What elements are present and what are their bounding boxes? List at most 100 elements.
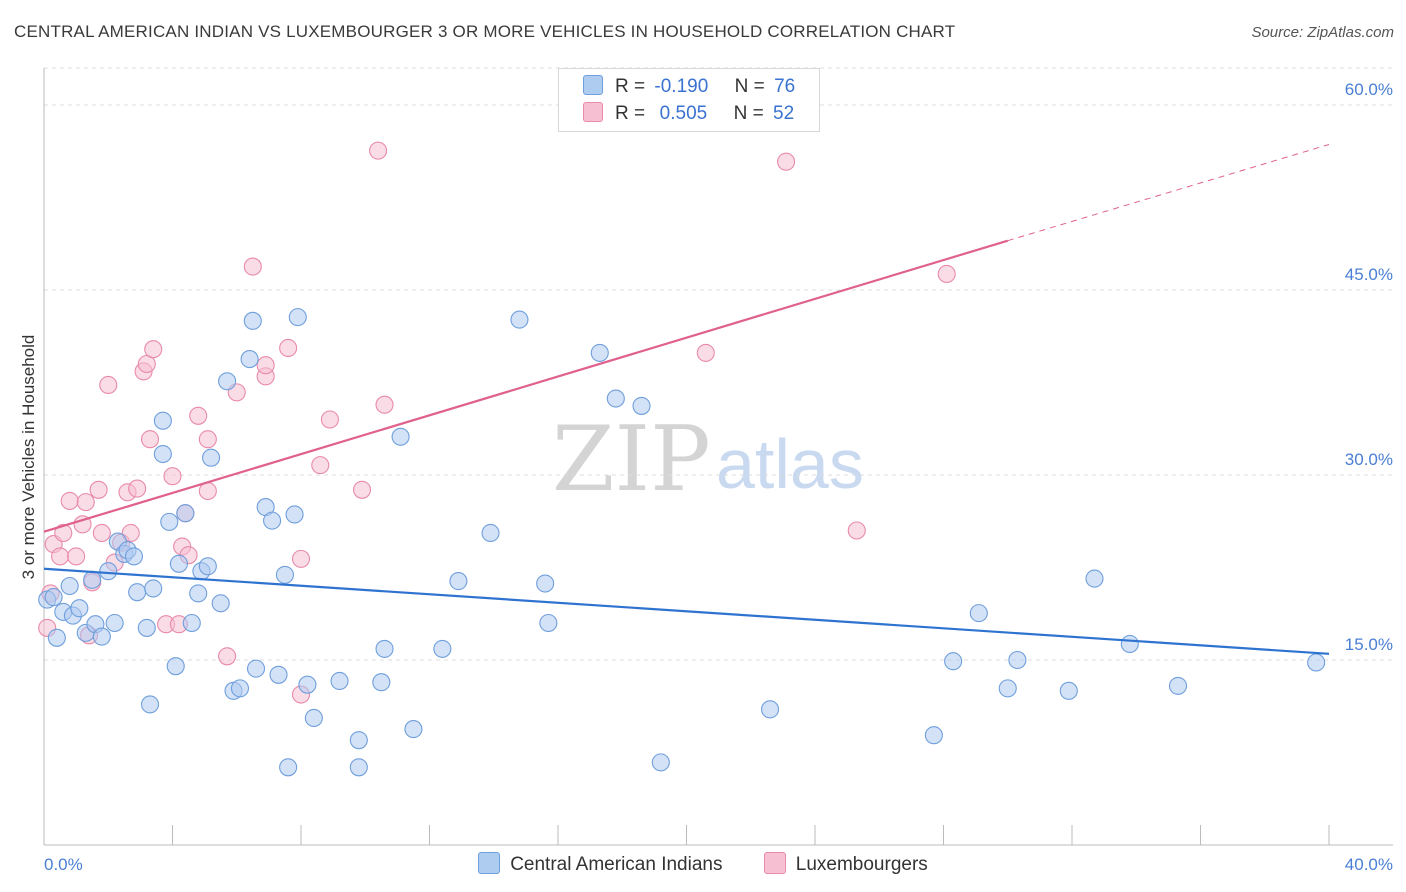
y-tick-label: 15.0%: [1345, 635, 1393, 654]
central-american-indian-point: [449, 572, 468, 591]
luxembourger-point: [144, 340, 163, 359]
luxembourger-point: [89, 480, 108, 499]
legend-row-central-american-indians: R = -0.190 N = 76: [583, 75, 795, 98]
luxembourger-point: [163, 467, 182, 486]
luxembourger-point: [696, 343, 715, 362]
luxembourger-point: [140, 430, 160, 449]
luxembourger-point: [218, 647, 237, 666]
luxembourger-point: [847, 521, 866, 540]
central-american-indian-point: [651, 753, 670, 772]
central-american-indian-point: [230, 679, 250, 698]
watermark-zip: ZIP: [552, 407, 711, 512]
blue-swatch-icon: [478, 852, 501, 874]
central-american-indian-point: [70, 599, 89, 618]
watermark-atlas: atlas: [716, 425, 864, 503]
trendlines: [43, 143, 1330, 655]
luxembourger-point: [121, 523, 140, 543]
central-american-indian-point: [1168, 676, 1188, 695]
central-american-indian-point: [243, 311, 262, 330]
n-value: 52: [773, 103, 795, 124]
luxembourger-point: [291, 549, 311, 568]
central-american-indian-point: [47, 628, 66, 647]
central-american-indian-point: [924, 726, 943, 745]
central-american-indian-point: [182, 613, 201, 633]
central-american-indian-point: [298, 675, 317, 694]
chart-title: CENTRAL AMERICAN INDIAN VS LUXEMBOURGER …: [14, 22, 956, 41]
legend-item-central-american-indians: Central American Indians: [478, 852, 722, 876]
central-american-indian-point: [1008, 650, 1027, 670]
central-american-indian-point: [944, 652, 963, 671]
luxembourger-trendline: [43, 239, 1009, 533]
central-american-indian-point: [246, 659, 266, 678]
legend-label: Central American Indians: [510, 854, 723, 875]
central-american-indian-point: [330, 671, 349, 691]
central-american-indian-point: [218, 372, 237, 391]
central-american-indian-point: [137, 618, 156, 637]
central-american-indian-point: [60, 576, 79, 596]
central-american-indian-point: [269, 665, 288, 684]
central-american-indian-point: [1307, 653, 1326, 672]
luxembourger-point: [256, 356, 275, 375]
luxembourger-point: [320, 410, 339, 429]
central-american-indian-point: [481, 523, 500, 543]
central-american-indian-point: [176, 504, 195, 523]
central-american-indian-point: [375, 639, 394, 658]
legend-label: Luxembourgers: [795, 854, 928, 875]
series-legend: Central American Indians Luxembourgers: [0, 852, 1406, 876]
r-value: -0.190: [654, 76, 709, 97]
central-american-indian-point: [632, 396, 651, 415]
luxembourger-point: [99, 375, 118, 395]
luxembourger-point: [92, 523, 111, 543]
n-label: N =: [733, 103, 764, 124]
luxembourger-point: [198, 430, 217, 449]
central-american-indian-point: [510, 310, 529, 329]
central-american-indian-point: [140, 695, 160, 714]
central-american-indian-point: [433, 639, 452, 658]
central-american-indian-point: [275, 565, 294, 584]
luxembourger-trendline: [1007, 143, 1330, 242]
central-american-indian-point: [606, 389, 625, 408]
y-tick-label: 60.0%: [1345, 80, 1393, 99]
pink-swatch-icon: [763, 852, 786, 874]
central-american-indian-point: [44, 588, 63, 607]
luxembourger-point: [311, 456, 330, 475]
luxembourger-point: [352, 480, 372, 499]
central-american-indian-point: [83, 570, 102, 589]
central-american-indian-point: [169, 554, 188, 573]
central-american-indian-point: [279, 758, 298, 777]
n-value: 76: [774, 76, 796, 97]
pink-swatch-icon: [583, 102, 603, 122]
correlation-legend: R = -0.190 N = 76 R = 0.505 N = 52: [558, 68, 820, 132]
central-american-indian-point: [198, 557, 217, 576]
luxembourger-point: [375, 395, 394, 414]
y-tick-label: 45.0%: [1345, 265, 1393, 284]
central-american-indian-point: [1120, 634, 1139, 654]
luxembourger-point: [76, 493, 95, 512]
luxembourger-point: [128, 479, 147, 498]
r-label: R =: [615, 76, 646, 97]
central-american-indian-point: [160, 512, 179, 531]
central-american-indian-point: [590, 343, 609, 362]
central-american-indian-point: [99, 562, 118, 581]
central-american-indian-point: [998, 679, 1017, 698]
r-label: R =: [615, 103, 646, 124]
central-american-indian-point: [349, 731, 368, 750]
luxembourger-point: [54, 523, 73, 543]
central-american-indian-point: [128, 583, 147, 602]
central-american-indian-point: [202, 448, 221, 467]
central-american-indian-point: [391, 427, 410, 446]
central-american-indian-point: [1059, 681, 1078, 700]
central-american-indian-point: [211, 594, 230, 613]
central-american-indian-point: [263, 511, 282, 530]
blue-swatch-icon: [583, 75, 603, 95]
luxembourger-point: [279, 338, 298, 358]
luxembourger-point: [60, 491, 79, 510]
x-tick-label-max: 40.0%: [1345, 855, 1393, 874]
luxembourger-point: [67, 547, 86, 566]
luxembourger-point: [937, 264, 956, 284]
central-american-indian-point: [153, 444, 172, 464]
central-american-indian-point: [404, 720, 423, 739]
central-american-indian-point: [1085, 569, 1104, 588]
central-american-indian-trendline: [43, 567, 1330, 655]
